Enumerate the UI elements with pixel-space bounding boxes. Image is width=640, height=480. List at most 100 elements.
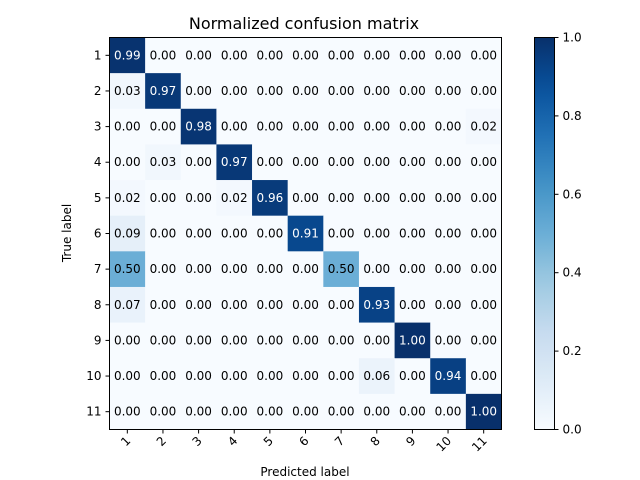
- cell-value-label: 0.00: [399, 298, 426, 312]
- colorbar-tick-label: 0.4: [563, 266, 582, 280]
- cell-value-label: 0.99: [114, 48, 141, 62]
- cell-value-label: 0.93: [363, 298, 390, 312]
- cell-value-label: 0.00: [150, 120, 177, 134]
- cell-value-label: 0.00: [399, 48, 426, 62]
- cell-value-label: 0.00: [292, 84, 319, 98]
- heatmap-cell: [430, 358, 467, 395]
- heatmap-cell: [252, 215, 288, 252]
- y-tick-label: 8: [94, 298, 102, 312]
- cell-value-label: 1.00: [399, 333, 426, 347]
- cell-value-label: 0.00: [185, 405, 212, 419]
- heatmap-cell: [145, 108, 182, 145]
- heatmap-cell-labels: 0.99 0.00 0.00 0.00 0.00 0.00 0.00 0.00 0.00 0.00…: [114, 48, 497, 418]
- cell-value-label: 0.00: [470, 191, 497, 205]
- heatmap-cell: [323, 144, 360, 181]
- heatmap-cell: [287, 358, 324, 395]
- cell-value-label: 0.00: [435, 262, 462, 276]
- cell-value-label: 0.02: [114, 191, 141, 205]
- cell-value-label: 0.00: [328, 405, 355, 419]
- heatmap-cell: [394, 286, 431, 323]
- x-tick-label: 7: [332, 434, 347, 449]
- heatmap-cell: [323, 251, 360, 288]
- y-axis-label: True label: [60, 204, 74, 263]
- heatmap-cell: [358, 108, 395, 145]
- heatmap-cell: [109, 358, 146, 395]
- cell-value-label: 0.00: [150, 191, 177, 205]
- x-tick-label: 5: [261, 434, 276, 449]
- heatmap-cell: [323, 37, 360, 74]
- heatmap-cell: [216, 358, 253, 395]
- cell-value-label: 0.00: [221, 369, 248, 383]
- heatmap-cell: [287, 393, 324, 430]
- cell-value-label: 0.00: [399, 191, 426, 205]
- y-tick-label: 2: [94, 84, 102, 98]
- heatmap-cell: [216, 144, 253, 181]
- heatmap-cell: [430, 144, 467, 181]
- y-tick-label: 9: [94, 333, 102, 347]
- heatmap-cell: [465, 393, 502, 430]
- cell-value-label: 0.02: [470, 120, 497, 134]
- heatmap-cell: [252, 180, 288, 216]
- y-tick-label: 1: [94, 48, 102, 62]
- cell-value-label: 0.00: [292, 120, 319, 134]
- y-tick-label: 4: [94, 155, 102, 169]
- heatmap-cell: [358, 251, 395, 288]
- heatmap-cell: [252, 73, 288, 110]
- colorbar-tick-label: 1.0: [563, 31, 582, 45]
- cell-value-label: 0.00: [435, 155, 462, 169]
- colorbar-tick-label: 0.2: [563, 344, 582, 358]
- heatmap-cell: [109, 393, 146, 430]
- heatmap-cell: [394, 393, 431, 430]
- x-tick-label: 1: [118, 434, 133, 449]
- cell-value-label: 0.00: [292, 333, 319, 347]
- heatmap-cell: [109, 322, 146, 359]
- cell-value-label: 0.00: [221, 262, 248, 276]
- heatmap-cell: [216, 37, 253, 74]
- cell-value-label: 0.00: [150, 227, 177, 241]
- cell-value-label: 0.00: [328, 298, 355, 312]
- heatmap-cell: [358, 144, 395, 181]
- cell-value-label: 0.09: [114, 227, 141, 241]
- x-tick-label: 6: [296, 434, 311, 449]
- heatmap-cell: [394, 144, 431, 181]
- x-axis-label: Predicted label: [260, 465, 349, 479]
- cell-value-label: 0.00: [221, 227, 248, 241]
- cell-value-label: 0.00: [399, 84, 426, 98]
- cell-value-label: 0.00: [399, 369, 426, 383]
- cell-value-label: 0.00: [221, 84, 248, 98]
- heatmap-cell: [323, 322, 360, 359]
- heatmap-cell: [287, 251, 324, 288]
- chart-title: Normalized confusion matrix: [189, 14, 419, 33]
- heatmap-cell: [287, 37, 324, 74]
- cell-value-label: 0.98: [185, 120, 212, 134]
- cell-value-label: 0.00: [399, 120, 426, 134]
- cell-value-label: 0.00: [150, 369, 177, 383]
- colorbar-ticks: 0.0 0.2 0.4 0.6 0.8 1.0: [554, 31, 582, 437]
- cell-value-label: 0.00: [150, 333, 177, 347]
- heatmap-cell: [430, 322, 467, 359]
- heatmap-cell: [109, 251, 146, 288]
- heatmap-cell: [109, 37, 146, 74]
- heatmap-cell: [323, 358, 360, 395]
- cell-value-label: 0.00: [435, 333, 462, 347]
- heatmap-cell: [465, 37, 502, 74]
- cell-value-label: 0.00: [185, 48, 212, 62]
- cell-value-label: 0.00: [150, 48, 177, 62]
- heatmap-cell: [252, 108, 288, 145]
- heatmap-cell: [394, 322, 431, 359]
- heatmap-cell: [109, 73, 146, 110]
- cell-value-label: 0.00: [185, 369, 212, 383]
- cell-value-label: 0.00: [257, 155, 284, 169]
- cell-value-label: 0.00: [292, 369, 319, 383]
- heatmap-cell: [252, 286, 288, 323]
- cell-value-label: 0.00: [328, 48, 355, 62]
- cell-value-label: 0.00: [221, 120, 248, 134]
- cell-value-label: 0.00: [328, 84, 355, 98]
- cell-value-label: 0.00: [114, 369, 141, 383]
- heatmap-cell: [287, 286, 324, 323]
- cell-value-label: 0.00: [114, 333, 141, 347]
- cell-value-label: 0.50: [328, 262, 355, 276]
- cell-value-label: 0.00: [257, 333, 284, 347]
- cell-value-label: 0.00: [435, 405, 462, 419]
